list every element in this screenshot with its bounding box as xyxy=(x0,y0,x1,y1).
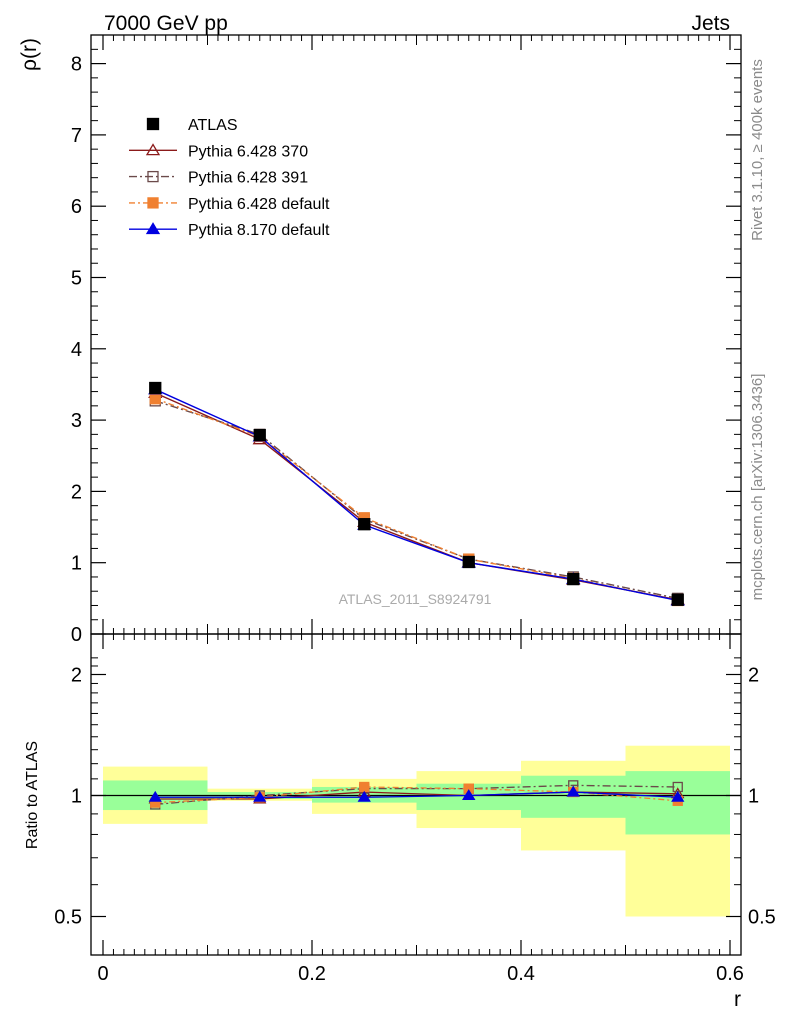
main-data-point xyxy=(567,572,580,586)
ratio-series-line xyxy=(155,791,678,798)
ratio-data-point xyxy=(253,790,267,802)
main-y-tick-label: 8 xyxy=(71,54,82,76)
legend-entry-label: Pythia 6.428 default xyxy=(188,196,330,213)
x-tick-label: 0.4 xyxy=(507,963,535,985)
legend-marker xyxy=(147,170,159,183)
ratio-data-point xyxy=(671,790,685,802)
legend-entry-label: Pythia 6.428 370 xyxy=(188,143,308,160)
main-y-tick-label: 4 xyxy=(71,339,82,361)
x-tick-label: 0 xyxy=(97,963,108,985)
main-y-tick-label: 3 xyxy=(71,410,82,432)
main-series-layer xyxy=(148,381,685,607)
ratio-y-tick-label: 0.5 xyxy=(54,907,82,929)
ratio-uncertainty-bands xyxy=(103,745,730,917)
source-site-label: mcplots.cern.ch [arXiv:1306.3436] xyxy=(749,374,766,601)
main-y-tick-label: 7 xyxy=(71,125,82,147)
ratio-y-tick-label-right: 1 xyxy=(748,786,759,808)
legend: ATLAS Pythia 6.428 370 Pythia 6.428 391 Pyt… xyxy=(129,117,330,239)
ratio-data-point xyxy=(566,785,580,797)
x-tick-label: 0.2 xyxy=(298,963,326,985)
axes-layer: 0 1 2 3 4 5 6 7 8 0.5 0.5 1 1 2 2 0 0.2 0.4 0.6 xyxy=(54,34,776,985)
main-series-line xyxy=(154,388,678,602)
main-y-tick-label: 0 xyxy=(71,624,82,646)
main-series-line xyxy=(155,398,678,602)
main-y-tick-label: 2 xyxy=(71,481,82,503)
ratio-y-tick-label: 1 xyxy=(71,786,82,808)
main-data-point xyxy=(462,555,475,569)
main-y-axis-label: ρ(r) xyxy=(18,38,41,71)
legend-marker xyxy=(147,197,159,209)
ratio-y-axis-label: Ratio to ATLAS xyxy=(24,741,41,849)
ratio-y-tick-label: 2 xyxy=(71,665,82,687)
ratio-data-point xyxy=(357,790,371,802)
legend-entry-label: ATLAS xyxy=(188,117,238,134)
main-data-point xyxy=(149,381,162,395)
ratio-data-point xyxy=(148,790,162,802)
observable-label: Jets xyxy=(691,12,730,35)
legend-marker xyxy=(146,117,160,131)
process-label: 7000 GeV pp xyxy=(104,12,228,35)
main-y-tick-label: 5 xyxy=(71,268,82,290)
x-tick-label: 0.6 xyxy=(716,963,744,985)
ratio-data-point xyxy=(359,781,370,793)
legend-marker xyxy=(145,222,161,235)
main-y-tick-label: 1 xyxy=(71,553,82,575)
ratio-series-layer xyxy=(91,780,741,810)
legend-entry-label: Pythia 6.428 391 xyxy=(188,170,308,187)
ratio-y-tick-label-right: 0.5 xyxy=(748,907,776,929)
analysis-watermark: ATLAS_2011_S8924791 xyxy=(339,591,492,607)
main-data-point xyxy=(671,593,684,606)
main-data-point xyxy=(149,393,161,405)
legend-entry-label: Pythia 8.170 default xyxy=(188,222,330,239)
x-axis-label: r xyxy=(734,988,741,1011)
ratio-data-point xyxy=(462,789,476,801)
rivet-version-label: Rivet 3.1.10, ≥ 400k events xyxy=(749,59,766,241)
main-data-point xyxy=(358,518,371,531)
main-series-line xyxy=(155,400,678,600)
main-y-tick-label: 6 xyxy=(71,196,82,218)
legend-marker xyxy=(145,143,161,156)
ratio-y-tick-label-right: 2 xyxy=(748,665,759,687)
main-data-point xyxy=(253,428,266,442)
